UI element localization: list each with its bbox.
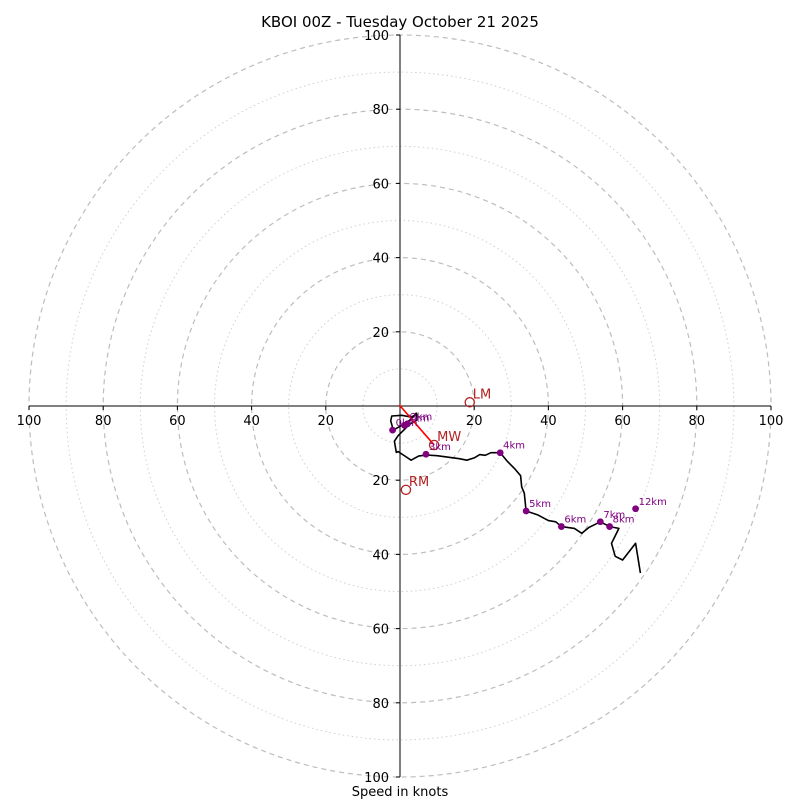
height-marker-12km xyxy=(632,505,639,513)
storm-motion-lm-label: LM xyxy=(473,387,491,402)
x-tick-label: 20 xyxy=(318,414,335,429)
height-label-3km: 3km xyxy=(429,442,451,453)
hodograph-trace-group xyxy=(389,412,642,574)
shear-vector-group xyxy=(398,404,435,446)
y-tick-label: 80 xyxy=(372,697,389,712)
x-tick-label: 20 xyxy=(466,414,483,429)
height-marker-7km xyxy=(596,518,604,526)
height-label-6km: 6km xyxy=(564,515,586,526)
y-tick-label: 20 xyxy=(372,474,389,489)
height-label-7km: 7km xyxy=(603,510,625,521)
height-markers: 0km1km2km3km4km5km6km7km8km12km xyxy=(389,412,667,530)
height-marker-5km xyxy=(522,507,530,515)
x-tick-label: 80 xyxy=(95,414,112,429)
x-tick-label: 60 xyxy=(169,414,186,429)
height-marker-0km xyxy=(389,426,396,434)
y-tick-label: 60 xyxy=(372,177,389,192)
height-marker-6km xyxy=(557,523,565,530)
height-marker-4km xyxy=(496,449,504,457)
y-tick-label: 80 xyxy=(372,103,389,118)
height-label-1km: 1km xyxy=(407,413,429,424)
y-tick-label: 100 xyxy=(364,29,389,44)
storm-motion-lm-marker xyxy=(464,397,475,408)
height-label-4km: 4km xyxy=(503,441,525,452)
height-marker-8km xyxy=(606,523,614,530)
y-tick-label: 60 xyxy=(372,623,389,638)
height-label-2km: 2km xyxy=(410,412,432,423)
x-tick-label: 60 xyxy=(614,414,631,429)
x-tick-label: 100 xyxy=(17,414,42,429)
y-tick-label: 40 xyxy=(372,548,389,563)
x-axis-label: Speed in knots xyxy=(352,785,449,800)
height-marker-2km xyxy=(404,420,411,428)
y-tick-label: 40 xyxy=(372,252,389,267)
storm-motion-group: LM MW RM xyxy=(400,387,491,496)
y-tick-label: 100 xyxy=(364,771,389,786)
shear-vector-line xyxy=(398,404,435,446)
storm-motion-rm-label: RM xyxy=(409,475,429,490)
storm-motion-mw-marker xyxy=(428,439,440,451)
tick-labels: 100 80 60 40 20 20 40 60 80 100 100 80 60 40 20 20 40 60 8… xyxy=(17,29,784,786)
x-tick-label: 100 xyxy=(759,414,784,429)
chart-title: KBOI 00Z - Tuesday October 21 2025 xyxy=(261,13,539,31)
x-tick-label: 40 xyxy=(540,414,557,429)
height-label-5km: 5km xyxy=(529,499,551,510)
height-marker-3km xyxy=(422,450,430,458)
height-label-12km: 12km xyxy=(639,497,667,508)
x-tick-label: 40 xyxy=(243,414,260,429)
x-tick-label: 80 xyxy=(689,414,706,429)
storm-motion-rm-marker xyxy=(400,484,412,496)
y-tick-label: 20 xyxy=(372,326,389,341)
storm-motion-mw-label: MW xyxy=(437,430,461,445)
height-label-8km: 8km xyxy=(613,515,635,526)
hodograph-trace xyxy=(389,412,642,574)
